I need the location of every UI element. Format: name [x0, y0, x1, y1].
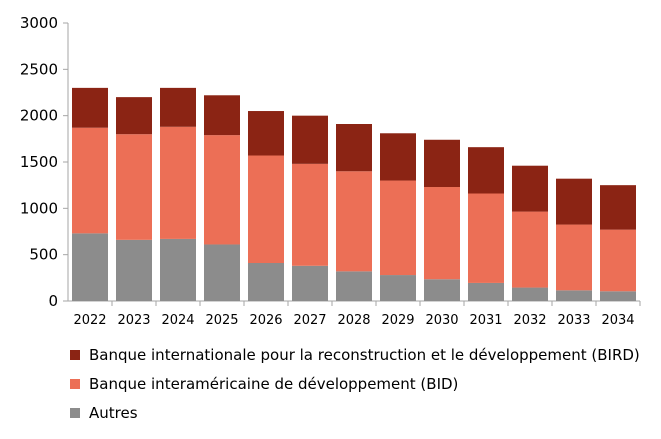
bar-segment-2025-s1: [204, 135, 240, 245]
y-tick-label: 0: [48, 292, 58, 310]
x-tick-label-2028: 2028: [337, 313, 370, 328]
legend-label: Banque interaméricaine de développement …: [89, 374, 459, 393]
x-tick-label-2032: 2032: [513, 313, 546, 328]
bar-segment-2033-s2: [556, 178, 592, 225]
legend-swatch: [70, 407, 80, 418]
bar-segment-2030-s0: [424, 279, 460, 301]
x-tick-label-2022: 2022: [73, 313, 106, 328]
bar-segment-2034-s1: [600, 229, 636, 292]
legend-label: Autres: [89, 403, 138, 422]
bar-segment-2022-s2: [72, 87, 108, 128]
bar-segment-2023-s0: [116, 239, 152, 301]
bar-segment-2032-s1: [512, 211, 548, 288]
y-tick-label: 2000: [20, 107, 58, 125]
x-tick-label-2034: 2034: [601, 313, 634, 328]
x-tick-label-2026: 2026: [249, 313, 282, 328]
bar-segment-2023-s1: [116, 134, 152, 240]
y-tick-label: 1000: [20, 199, 58, 217]
x-tick-label-2025: 2025: [205, 313, 238, 328]
legend-swatch: [70, 378, 80, 389]
bar-segment-2028-s2: [336, 124, 372, 172]
x-tick-label-2027: 2027: [293, 313, 326, 328]
bar-segment-2034-s2: [600, 185, 636, 230]
bar-segment-2032-s2: [512, 165, 548, 212]
bar-segment-2033-s0: [556, 290, 592, 301]
bar-segment-2025-s2: [204, 95, 240, 136]
bar-segment-2026-s0: [248, 263, 284, 301]
legend-item: Autres: [70, 398, 640, 427]
bar-segment-2029-s0: [380, 275, 416, 301]
bar-segment-2026-s2: [248, 111, 284, 156]
bar-segment-2031-s0: [468, 282, 504, 301]
x-tick-label-2030: 2030: [425, 313, 458, 328]
stacked-bar-chart: 0 500 1000 1500 2000 2500 3000 2022 2023 2024 2025…: [20, 14, 641, 328]
x-tick-label-2031: 2031: [469, 313, 502, 328]
bar-segment-2024-s0: [160, 238, 196, 301]
legend-item: Banque internationale pour la reconstruc…: [70, 340, 640, 369]
bar-segment-2024-s2: [160, 87, 196, 127]
legend-label: Banque internationale pour la reconstruc…: [89, 345, 640, 364]
bar-segment-2028-s0: [336, 271, 372, 301]
bar-segment-2023-s2: [116, 97, 152, 135]
bar-segment-2027-s0: [292, 265, 328, 301]
bar-segment-2029-s1: [380, 180, 416, 276]
x-tick-label-2024: 2024: [161, 313, 194, 328]
bar-segment-2030-s1: [424, 187, 460, 280]
bar-segment-2022-s1: [72, 127, 108, 234]
bar-segment-2025-s0: [204, 244, 240, 301]
bar-segment-2032-s0: [512, 287, 548, 301]
y-tick-label: 2500: [20, 60, 58, 78]
legend-item: Banque interaméricaine de développement …: [70, 369, 640, 398]
x-tick-label-2029: 2029: [381, 313, 414, 328]
bar-segment-2026-s1: [248, 155, 284, 264]
bar-segment-2031-s1: [468, 193, 504, 283]
x-tick-label-2023: 2023: [117, 313, 150, 328]
bar-segment-2033-s1: [556, 224, 592, 291]
bar-segment-2028-s1: [336, 171, 372, 272]
y-tick-label: 1500: [20, 153, 58, 171]
legend: Banque internationale pour la reconstruc…: [70, 340, 640, 427]
bar-segment-2027-s1: [292, 163, 328, 266]
bar-segment-2031-s2: [468, 147, 504, 194]
bar-segment-2022-s0: [72, 233, 108, 301]
legend-swatch: [70, 349, 80, 360]
y-tick-label: 3000: [20, 14, 58, 32]
bar-segment-2027-s2: [292, 115, 328, 164]
bar-segment-2034-s0: [600, 291, 636, 301]
bar-segment-2024-s1: [160, 126, 196, 239]
bar-segment-2030-s2: [424, 139, 460, 188]
y-tick-label: 500: [29, 246, 58, 264]
bar-segment-2029-s2: [380, 133, 416, 181]
x-tick-label-2033: 2033: [557, 313, 590, 328]
